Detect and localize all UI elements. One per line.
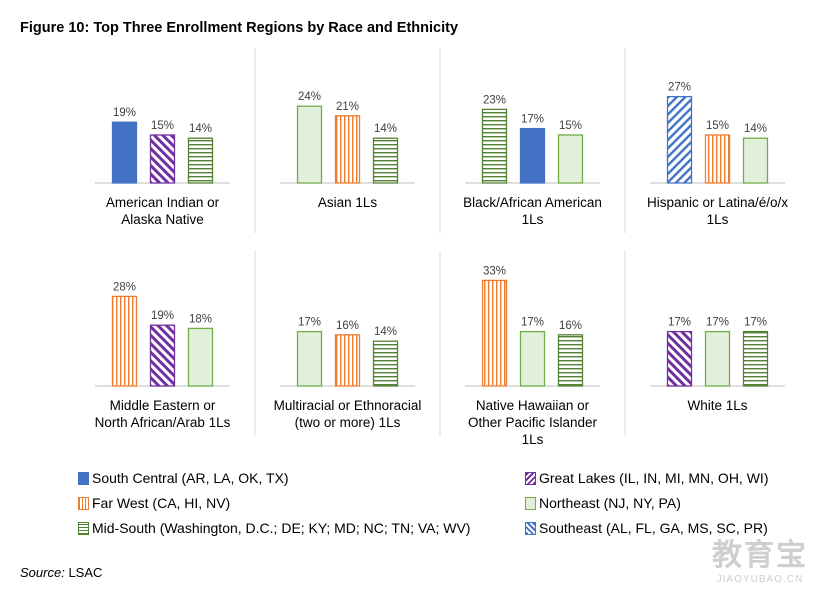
panel-white-1ls: 17% 17% 17% White 1Ls bbox=[624, 251, 785, 436]
data-label: 27% bbox=[668, 82, 691, 94]
bar-mid-south bbox=[372, 340, 399, 387]
data-label: 18% bbox=[189, 313, 212, 325]
bar-northeast bbox=[557, 134, 584, 184]
category-label: White 1Ls bbox=[687, 398, 747, 413]
category-label: Hispanic or Latina/é/o/x bbox=[647, 195, 788, 210]
legend-swatch bbox=[525, 471, 536, 485]
legend-item-mid-south: Mid-South (Washington, D.C.; DE; KY; MD;… bbox=[78, 520, 470, 536]
category-label: 1Ls bbox=[707, 212, 729, 227]
data-label: 17% bbox=[521, 317, 544, 329]
panel-multiracial-or-ethnoracial-two-or-more-1ls: 17% 16% 14% Multiracial or Ethnoracial (two … bbox=[254, 251, 422, 436]
watermark: 教育宝 JIAOYUBAO.CN bbox=[712, 530, 808, 585]
bar-far-west bbox=[704, 134, 731, 184]
legend-label: Great Lakes (IL, IN, MI, MN, OH, WI) bbox=[539, 470, 769, 486]
watermark-url: JIAOYUBAO.CN bbox=[716, 574, 804, 585]
legend-item-northeast: Northeast (NJ, NY, PA) bbox=[525, 495, 681, 511]
panel-asian-1ls: 24% 21% 14% Asian 1Ls bbox=[254, 48, 415, 233]
bar-northeast bbox=[742, 137, 769, 184]
legend-item-south-central: South Central (AR, LA, OK, TX) bbox=[78, 470, 289, 486]
figure-title: Figure 10: Top Three Enrollment Regions … bbox=[20, 20, 459, 36]
bar-far-west bbox=[481, 279, 508, 387]
bar-mid-south bbox=[481, 108, 508, 184]
data-label: 17% bbox=[298, 317, 321, 329]
panel-american-indian-or-alaska-native: 19% 15% 14% American Indian or Alaska Native bbox=[95, 107, 230, 227]
category-label: Native Hawaiian or bbox=[476, 398, 590, 413]
data-label: 15% bbox=[706, 120, 729, 132]
data-label: 33% bbox=[483, 265, 506, 277]
category-label: Other Pacific Islander bbox=[468, 415, 598, 430]
legend-swatch bbox=[78, 471, 89, 485]
data-label: 16% bbox=[559, 320, 582, 332]
legend-item-southeast: Southeast (AL, FL, GA, MS, SC, PR) bbox=[525, 520, 768, 536]
legend-label: Mid-South (Washington, D.C.; DE; KY; MD;… bbox=[92, 520, 471, 536]
category-label: Middle Eastern or bbox=[110, 398, 216, 413]
data-label: 15% bbox=[151, 120, 174, 132]
category-label: Asian 1Ls bbox=[318, 195, 378, 210]
bar-northeast bbox=[519, 330, 546, 387]
bar-far-west bbox=[334, 334, 361, 387]
bar-northeast bbox=[296, 105, 323, 184]
category-label: 1Ls bbox=[522, 212, 544, 227]
legend-swatch bbox=[78, 496, 89, 510]
data-label: 24% bbox=[298, 91, 321, 103]
bar-south-central bbox=[519, 127, 546, 184]
legend-item-great-lakes: Great Lakes (IL, IN, MI, MN, OH, WI) bbox=[525, 470, 768, 486]
category-label: Multiracial or Ethnoracial bbox=[274, 398, 422, 413]
bar-mid-south bbox=[187, 137, 214, 184]
legend-item-far-west: Far West (CA, HI, NV) bbox=[78, 495, 230, 511]
data-label: 17% bbox=[744, 317, 767, 329]
legend-swatch bbox=[78, 521, 89, 535]
bar-far-west bbox=[334, 115, 361, 184]
category-label: Black/African American bbox=[463, 195, 602, 210]
category-label: 1Ls bbox=[522, 432, 544, 447]
data-label: 14% bbox=[744, 123, 767, 135]
bar-mid-south bbox=[372, 137, 399, 184]
bar-southeast bbox=[666, 95, 693, 184]
legend-label: Far West (CA, HI, NV) bbox=[92, 495, 231, 511]
data-label: 15% bbox=[559, 120, 582, 132]
watermark-logo-text: 教育宝 bbox=[712, 539, 808, 572]
bar-northeast bbox=[296, 330, 323, 387]
category-label: (two or more) 1Ls bbox=[295, 415, 401, 430]
panel-black-african-american-1ls: 23% 17% 15% Black/African American 1Ls bbox=[439, 48, 602, 233]
panel-native-hawaiian-or-other-pacific-islander-1ls: 33% 17% 16% Native Hawaiian or Other Pacific… bbox=[439, 251, 600, 447]
category-label: American Indian or bbox=[106, 195, 220, 210]
legend-label: Southeast (AL, FL, GA, MS, SC, PR) bbox=[539, 520, 768, 536]
bar-south-central bbox=[111, 121, 138, 184]
legend-swatch bbox=[525, 496, 536, 510]
data-label: 17% bbox=[706, 317, 729, 329]
bar-mid-south bbox=[557, 334, 584, 387]
data-label: 23% bbox=[483, 94, 506, 106]
bar-great-lakes bbox=[666, 330, 693, 387]
data-label: 28% bbox=[113, 281, 136, 293]
category-label: Alaska Native bbox=[121, 212, 204, 227]
bar-great-lakes bbox=[149, 134, 176, 184]
data-label: 14% bbox=[374, 326, 397, 338]
panel-middle-eastern-or-north-african-arab-1ls: 28% 19% 18% Middle Eastern or North African/… bbox=[95, 281, 231, 430]
bar-northeast bbox=[187, 327, 214, 387]
data-label: 19% bbox=[151, 310, 174, 322]
bar-great-lakes bbox=[149, 324, 176, 387]
category-label: North African/Arab 1Ls bbox=[95, 415, 231, 430]
data-label: 21% bbox=[336, 101, 359, 113]
legend-swatch bbox=[525, 521, 536, 535]
data-label: 17% bbox=[521, 114, 544, 126]
data-label: 17% bbox=[668, 317, 691, 329]
data-label: 19% bbox=[113, 107, 136, 119]
data-label: 14% bbox=[189, 123, 212, 135]
legend-label: South Central (AR, LA, OK, TX) bbox=[92, 470, 289, 486]
panel-hispanic-or-latina-o-x-1ls: 27% 15% 14% Hispanic or Latina/é/o/x 1Ls bbox=[624, 48, 788, 233]
bar-mid-south bbox=[742, 330, 769, 387]
data-label: 14% bbox=[374, 123, 397, 135]
source-label: Source: bbox=[20, 565, 65, 580]
bar-far-west bbox=[111, 295, 138, 387]
bar-northeast bbox=[704, 330, 731, 387]
source-note: Source: LSAC bbox=[20, 565, 102, 580]
legend-label: Northeast (NJ, NY, PA) bbox=[539, 495, 681, 511]
source-value: LSAC bbox=[68, 565, 103, 580]
data-label: 16% bbox=[336, 320, 359, 332]
